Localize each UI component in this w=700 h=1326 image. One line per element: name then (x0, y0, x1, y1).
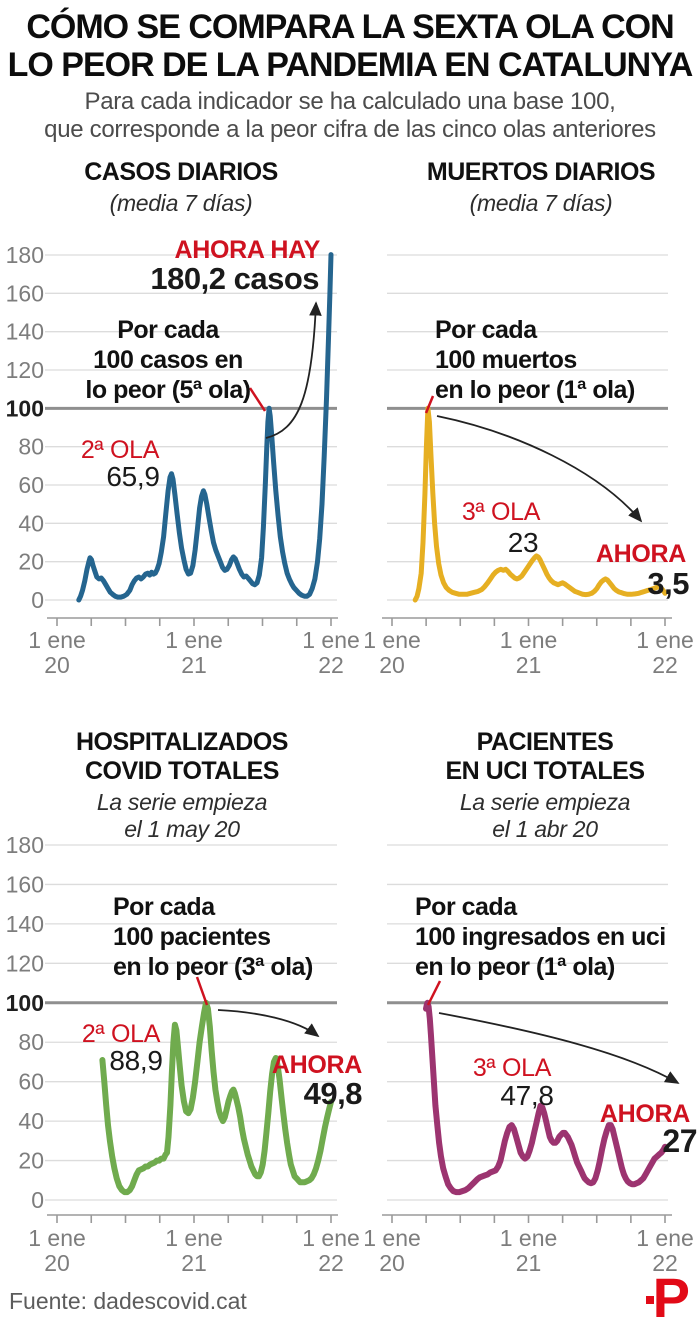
hospitalizados-subtitle-line1: La serie empieza (96, 789, 268, 815)
svg-text:80: 80 (18, 434, 44, 460)
svg-text:0: 0 (31, 587, 44, 613)
svg-text:120: 120 (6, 950, 44, 976)
casos-base100-line2: 100 casos en (93, 346, 243, 374)
svg-text:180: 180 (6, 242, 44, 268)
casos-ahora-label: AHORA HAY (174, 236, 321, 264)
hospitalizados-base100-line1: Por cada (113, 893, 215, 921)
svg-text:21: 21 (516, 652, 542, 678)
svg-text:1 ene: 1 ene (165, 1225, 223, 1251)
muertos-base100-line3: en lo peor (1ª ola) (435, 376, 635, 404)
uci-base100-note: Por cada 100 ingresados en uci en lo peo… (415, 892, 700, 982)
uci-subtitle-line2: el 1 abr 20 (492, 816, 598, 842)
svg-text:22: 22 (318, 652, 344, 678)
svg-text:22: 22 (652, 1250, 678, 1276)
hospitalizados-subtitle-line2: el 1 may 20 (124, 816, 240, 842)
casos-ahora-value: 180,2 casos (150, 261, 319, 296)
svg-text:20: 20 (18, 549, 44, 575)
page-title-line1: CÓMO SE COMPARA LA SEXTA OLA CON (26, 8, 674, 46)
svg-text:0: 0 (31, 1187, 44, 1213)
svg-text:1 ene: 1 ene (28, 627, 86, 653)
svg-text:120: 120 (6, 357, 44, 383)
uci-base100-line1: Por cada (415, 893, 517, 921)
svg-text:20: 20 (44, 652, 70, 678)
svg-text:60: 60 (18, 1069, 44, 1095)
svg-text:22: 22 (652, 652, 678, 678)
periodico-logo: P (645, 1270, 690, 1326)
hospitalizados-base100-note: Por cada 100 pacientes en lo peor (3ª ol… (113, 892, 393, 982)
hospitalizados-base100-line2: 100 pacientes (113, 923, 271, 951)
source-credit: Fuente: dadescovid.cat (9, 1288, 247, 1314)
svg-text:1 ene: 1 ene (28, 1225, 86, 1251)
muertos-title: MUERTOS DIARIOS (426, 158, 656, 186)
svg-text:100: 100 (6, 990, 44, 1016)
uci-wave-value: 47,8 (500, 1080, 554, 1111)
page-subtitle-line2: que corresponde a la peor cifra de las c… (44, 116, 656, 143)
muertos-ahora-value: 3,5 (647, 566, 689, 601)
periodico-logo-letter: P (652, 1266, 690, 1326)
svg-text:21: 21 (516, 1250, 542, 1276)
svg-text:1 ene: 1 ene (302, 1225, 360, 1251)
muertos-wave-value: 23 (507, 527, 539, 558)
svg-text:140: 140 (6, 319, 44, 345)
svg-text:1 ene: 1 ene (500, 1225, 558, 1251)
uci-ahora-value: 27 (662, 1123, 697, 1159)
hospitalizados-title-line1: HOSPITALIZADOS (76, 728, 288, 756)
page-title-line2: LO PEOR DE LA PANDEMIA EN CATALUNYA (7, 46, 694, 84)
casos-title: CASOS DIARIOS (84, 158, 278, 186)
svg-text:1 ene: 1 ene (363, 1225, 421, 1251)
casos-base100-line1: Por cada (117, 316, 219, 344)
muertos-base100-line2: 100 muertos (435, 346, 577, 374)
svg-text:1 ene: 1 ene (500, 627, 558, 653)
svg-text:60: 60 (18, 472, 44, 498)
uci-base100-line2: 100 ingresados en uci (415, 923, 666, 951)
svg-text:1 ene: 1 ene (165, 627, 223, 653)
svg-text:1 ene: 1 ene (302, 627, 360, 653)
svg-text:140: 140 (6, 911, 44, 937)
muertos-base100-line1: Por cada (435, 316, 537, 344)
svg-text:20: 20 (44, 1250, 70, 1276)
uci-wave-label: 3ª OLA (472, 1054, 552, 1082)
svg-text:40: 40 (18, 510, 44, 536)
periodico-logo-notch (645, 1296, 654, 1304)
uci-ahora-label: AHORA (599, 1100, 690, 1128)
svg-text:1 ene: 1 ene (636, 1225, 694, 1251)
uci-title-line1: PACIENTES (476, 728, 614, 756)
svg-text:20: 20 (18, 1148, 44, 1174)
svg-text:80: 80 (18, 1029, 44, 1055)
hospitalizados-ahora-label: AHORA (271, 1051, 362, 1079)
muertos-wave-label: 3ª OLA (461, 498, 541, 526)
svg-text:100: 100 (6, 395, 44, 421)
casos-base100-note: Por cada 100 casos en lo peor (5ª ola) (18, 315, 318, 405)
svg-text:1 ene: 1 ene (363, 627, 421, 653)
muertos-base100-note: Por cada 100 muertos en lo peor (1ª ola) (435, 315, 695, 405)
uci-title-line2: EN UCI TOTALES (445, 757, 645, 785)
muertos-subtitle: (media 7 días) (469, 190, 613, 216)
casos-base100-line3: lo peor (5ª ola) (85, 376, 251, 404)
casos-wave-value: 65,9 (106, 461, 160, 492)
svg-text:22: 22 (318, 1250, 344, 1276)
svg-text:20: 20 (379, 1250, 405, 1276)
svg-text:160: 160 (6, 280, 44, 306)
hospitalizados-base100-line3: en lo peor (3ª ola) (113, 953, 313, 981)
svg-text:1 ene: 1 ene (636, 627, 694, 653)
svg-text:40: 40 (18, 1108, 44, 1134)
svg-text:180: 180 (6, 832, 44, 858)
svg-text:21: 21 (181, 1250, 207, 1276)
uci-base100-line3: en lo peor (1ª ola) (415, 953, 615, 981)
casos-wave-label: 2ª OLA (80, 436, 160, 464)
muertos-ahora-label: AHORA (595, 540, 686, 568)
hospitalizados-wave-label: 2ª OLA (81, 1020, 161, 1048)
casos-subtitle: (media 7 días) (109, 190, 253, 216)
hospitalizados-wave-value: 88,9 (109, 1045, 163, 1076)
uci-subtitle-line1: La serie empieza (459, 789, 631, 815)
svg-text:20: 20 (379, 652, 405, 678)
svg-text:160: 160 (6, 871, 44, 897)
svg-text:21: 21 (181, 652, 207, 678)
hospitalizados-ahora-value: 49,8 (303, 1076, 363, 1111)
hospitalizados-title-line2: COVID TOTALES (85, 757, 279, 785)
page-subtitle-line1: Para cada indicador se ha calculado una … (84, 88, 616, 115)
